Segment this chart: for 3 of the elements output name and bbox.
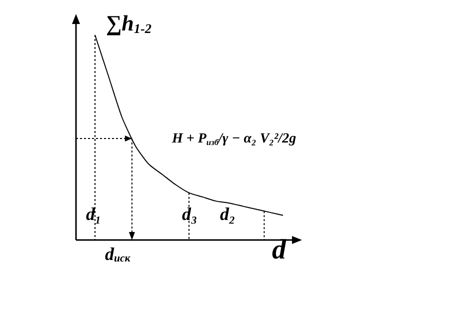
annotation: d₂: [220, 204, 236, 224]
annotation: d₁: [86, 204, 102, 224]
x-axis-title: d: [272, 234, 287, 266]
